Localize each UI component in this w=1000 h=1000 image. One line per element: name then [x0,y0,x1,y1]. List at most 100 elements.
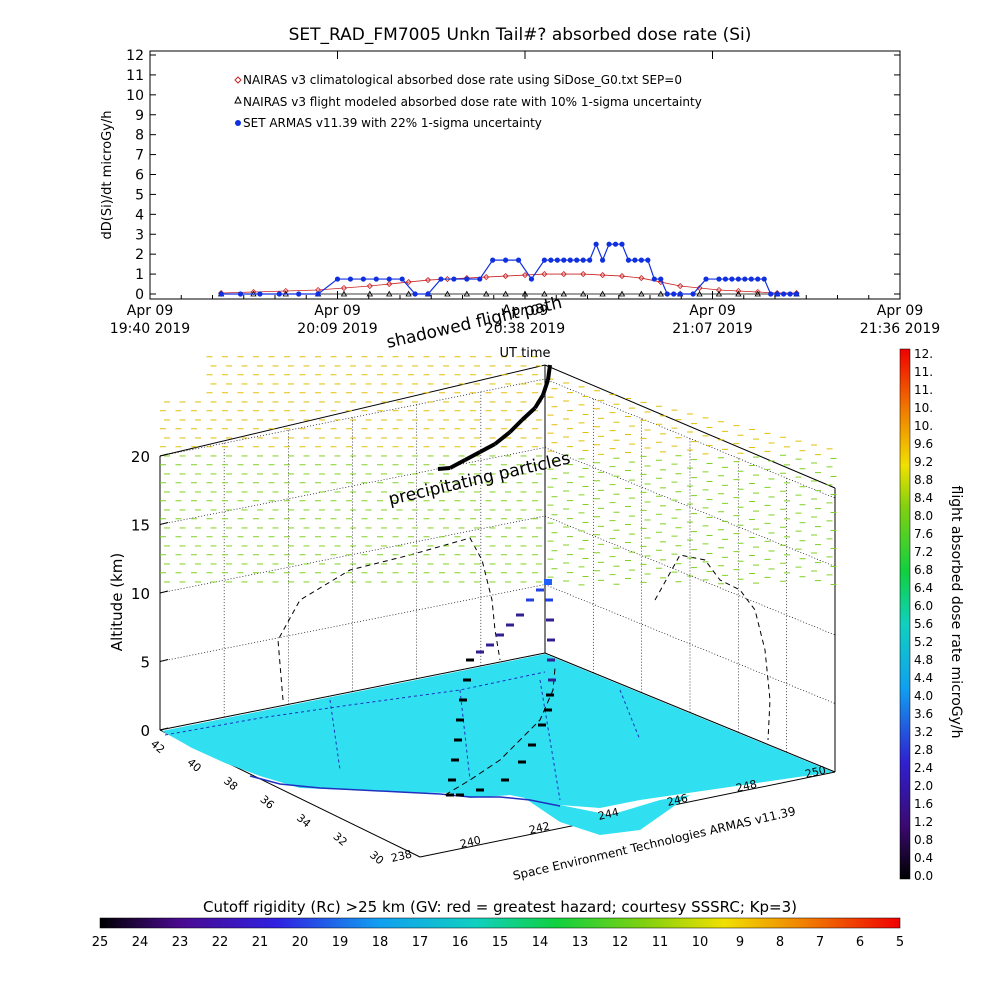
data-point-nairas-climatological [521,272,529,279]
data-point-armas [580,257,586,263]
dose-colorbar-tick-label: 10. [914,401,933,415]
shadow-top-segment [479,442,496,454]
shadowed-flight-path-top [437,364,552,471]
ocean-area [162,654,833,808]
altitude-tick-label: 10 [131,585,150,603]
data-point-armas [651,276,657,282]
dose-colorbar-tick-label: 8.4 [914,491,933,505]
latitude-tick-label: 36 [258,793,277,812]
dose-colorbar-tick-label: 4.4 [914,671,933,685]
rigidity-tick-label: 23 [172,935,189,950]
gridline-back-wall [159,584,546,662]
dose-colorbar-tick-label: 4.0 [914,689,933,703]
rigidity-title: Cutoff rigidity (Rc) >25 km (GV: red = g… [203,898,797,916]
data-point-armas [412,291,418,297]
series-line-diamond [221,273,797,294]
longitude-tick-label: 240 [459,834,482,851]
data-point-nairas-flight [483,290,490,297]
rigidity-tick-label: 15 [492,935,509,950]
data-point-armas [315,291,321,297]
data-point-armas [781,291,787,297]
data-point-armas [690,291,696,297]
data-point-armas [574,257,580,263]
data-point-armas [528,276,535,282]
dose-colorbar-tick-label: 3.2 [914,725,933,739]
altitude-tick-label: 5 [140,654,150,672]
data-point-nairas-flight [366,290,374,297]
x-tick-label-date: Apr 09 [314,303,360,319]
series-line-circle [221,242,797,295]
data-point-nairas-climatological [715,286,723,294]
legend-entry-nairas-climatological: NAIRAS v3 climatological absorbed dose r… [243,73,682,87]
dose-colorbar-tick-label: 5.2 [914,635,933,649]
data-point-nairas-climatological [483,274,490,281]
data-point-nairas-flight [340,290,348,297]
data-point-nairas-climatological [366,282,373,290]
dose-colorbar-tick-label: 0.4 [914,851,933,865]
altitude-tick-mark [159,590,169,594]
shadow-top-segment [449,458,466,470]
latitude-tick-label: 32 [331,830,350,849]
data-point-armas [793,291,800,297]
data-point-armas [587,257,593,263]
data-point-armas [716,276,722,282]
rigidity-tick-label: 10 [692,935,709,950]
data-point-armas [276,291,282,297]
data-point-armas [360,276,366,282]
rigidity-tick-label: 22 [212,935,229,950]
state-border [164,671,641,801]
dose-colorbar-label: flight absorbed dose rate microGy/h [948,486,964,739]
data-point-nairas-flight [580,290,587,297]
longitude-tick-label: 250 [804,764,827,781]
data-point-nairas-climatological [444,275,451,283]
y-tick-label: 7 [135,148,144,164]
data-point-nairas-flight [715,290,723,297]
x-tick-label-time: 20:09 2019 [297,321,377,337]
latitude-tick-label: 38 [221,774,240,793]
series-group [217,241,800,297]
data-point-armas [703,276,709,282]
data-point-armas [658,276,664,282]
rigidity-tick-label: 12 [612,935,629,950]
dose-colorbar-tick-label: 6.4 [914,581,933,595]
rigidity-tick-label: 16 [452,935,469,950]
rigidity-tick-label: 17 [412,935,429,950]
y-tick-label: 2 [135,247,144,263]
rigidity-colorbar [99,917,901,929]
data-point-armas [735,276,741,282]
shadow-top-segment [520,406,537,422]
x-tick-label-time: 20:38 2019 [485,321,565,337]
data-point-armas [386,276,392,282]
rigidity-tick-label: 13 [572,935,589,950]
x-tick-label-time: 19:40 2019 [110,321,190,337]
data-point-nairas-flight [696,290,703,297]
dose-colorbar-tick-label: 8.8 [914,473,933,487]
data-point-nairas-flight [444,290,451,297]
latitude-tick-label: 30 [367,848,386,867]
dose-colorbar-ticks: 12. 11. 11. 10. 10. 9.6 9.2 8.8 8.4 8.0 7.6 7.2 6.8 6… [914,347,933,883]
data-point-armas [619,241,625,247]
rigidity-tick-label: 25 [92,935,109,950]
dose-colorbar-tick-label: 6.0 [914,599,933,613]
data-point-armas [632,257,638,263]
data-point-nairas-climatological [386,280,393,288]
legend-entry-nairas-flight: NAIRAS v3 flight modeled absorbed dose r… [243,95,702,109]
dose-colorbar-tick-label: 8.0 [914,509,933,523]
shadow-flight-path-floor [444,667,556,796]
longitude-tick-label: 248 [735,778,758,795]
data-point-nairas-flight [657,290,664,297]
shadow-top-segment [546,364,552,381]
data-point-nairas-climatological [696,284,703,292]
data-point-armas [768,291,774,297]
data-point-armas [451,276,457,282]
longitude-axis-ticks: 238 240 242 244 246 248 250 [390,764,827,865]
data-point-nairas-flight [521,290,529,297]
data-point-armas [599,257,606,263]
y-tick-label: 5 [135,187,144,203]
data-point-armas [218,291,224,297]
dose-colorbar-tick-label: 11. [914,365,933,379]
gridline-side-wall [544,584,836,704]
data-point-nairas-climatological [424,276,432,284]
